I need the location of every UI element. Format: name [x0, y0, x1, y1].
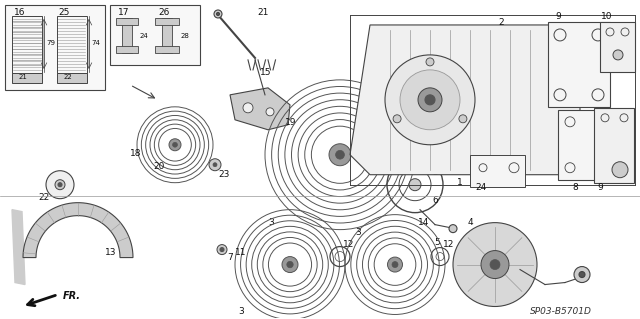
Circle shape — [453, 223, 537, 307]
Circle shape — [266, 108, 274, 116]
Circle shape — [46, 171, 74, 199]
Polygon shape — [23, 203, 133, 257]
Bar — [110, 5, 200, 65]
Circle shape — [169, 139, 181, 151]
Text: 5: 5 — [434, 238, 440, 247]
Text: 23: 23 — [218, 170, 229, 179]
Circle shape — [612, 162, 628, 178]
Text: 3: 3 — [268, 218, 274, 226]
Bar — [57, 16, 87, 73]
Text: 4: 4 — [392, 103, 397, 112]
Text: 14: 14 — [418, 218, 429, 226]
Text: 6: 6 — [432, 196, 438, 205]
Text: 17: 17 — [118, 8, 129, 17]
Circle shape — [481, 251, 509, 278]
Text: 79: 79 — [46, 40, 55, 46]
Text: 20: 20 — [153, 162, 164, 171]
Circle shape — [425, 95, 435, 105]
Text: 8: 8 — [572, 183, 578, 192]
Polygon shape — [350, 25, 580, 175]
Circle shape — [426, 58, 434, 66]
Text: FR.: FR. — [63, 291, 81, 300]
Circle shape — [55, 180, 65, 190]
Circle shape — [287, 261, 293, 268]
Circle shape — [58, 183, 62, 187]
Text: 25: 25 — [58, 8, 69, 17]
Text: SP03-B5701D: SP03-B5701D — [530, 308, 592, 316]
Circle shape — [282, 256, 298, 272]
Bar — [12, 73, 42, 83]
Bar — [12, 16, 42, 73]
Text: 7: 7 — [227, 253, 233, 262]
Bar — [600, 22, 635, 72]
Text: 22: 22 — [38, 193, 49, 202]
Text: 21: 21 — [257, 8, 268, 17]
Text: 22: 22 — [64, 74, 73, 80]
Bar — [155, 46, 179, 53]
Circle shape — [579, 271, 585, 278]
Circle shape — [418, 88, 442, 112]
Text: 16: 16 — [14, 8, 26, 17]
Polygon shape — [12, 210, 25, 285]
Circle shape — [217, 245, 227, 255]
Text: 28: 28 — [181, 33, 190, 39]
Bar — [470, 155, 525, 187]
Text: 74: 74 — [91, 40, 100, 46]
Circle shape — [393, 115, 401, 123]
Text: 3: 3 — [238, 308, 244, 316]
Text: 9: 9 — [597, 183, 603, 192]
Text: 12: 12 — [343, 240, 355, 249]
Circle shape — [173, 142, 177, 147]
Polygon shape — [230, 88, 290, 130]
Circle shape — [216, 12, 220, 16]
Circle shape — [209, 159, 221, 171]
Circle shape — [385, 55, 475, 145]
Bar — [122, 18, 132, 53]
Text: 18: 18 — [130, 149, 141, 158]
Circle shape — [574, 267, 590, 283]
Text: 10: 10 — [601, 12, 612, 21]
Text: 12: 12 — [395, 122, 406, 131]
Circle shape — [449, 225, 457, 233]
Text: 3: 3 — [432, 168, 438, 177]
Text: 24: 24 — [140, 33, 148, 39]
Text: 24: 24 — [475, 183, 486, 192]
Text: 3: 3 — [355, 228, 361, 237]
Text: 12: 12 — [443, 240, 454, 249]
Circle shape — [459, 115, 467, 123]
Bar — [594, 108, 634, 183]
Bar — [57, 73, 87, 83]
Bar — [162, 18, 172, 53]
Text: 15: 15 — [260, 68, 271, 77]
Circle shape — [400, 70, 460, 130]
Text: 4: 4 — [468, 218, 474, 226]
Text: 13: 13 — [105, 248, 116, 256]
Circle shape — [409, 179, 421, 191]
Text: 2: 2 — [498, 18, 504, 27]
Circle shape — [220, 248, 224, 252]
Bar — [116, 18, 138, 25]
Circle shape — [329, 144, 351, 166]
Text: 19: 19 — [285, 118, 296, 127]
Circle shape — [214, 10, 222, 18]
Bar — [155, 18, 179, 25]
Text: 26: 26 — [158, 8, 170, 17]
Circle shape — [335, 150, 344, 159]
Text: 11: 11 — [235, 248, 246, 256]
Circle shape — [392, 262, 398, 268]
Bar — [558, 110, 630, 180]
Text: 21: 21 — [19, 74, 28, 80]
Circle shape — [613, 50, 623, 60]
Text: 9: 9 — [555, 12, 561, 21]
Circle shape — [490, 260, 500, 270]
Circle shape — [387, 257, 403, 272]
Circle shape — [213, 163, 217, 167]
Text: 1: 1 — [457, 178, 463, 187]
Bar — [116, 46, 138, 53]
Bar — [548, 22, 610, 107]
Circle shape — [243, 103, 253, 113]
Bar — [5, 5, 105, 90]
